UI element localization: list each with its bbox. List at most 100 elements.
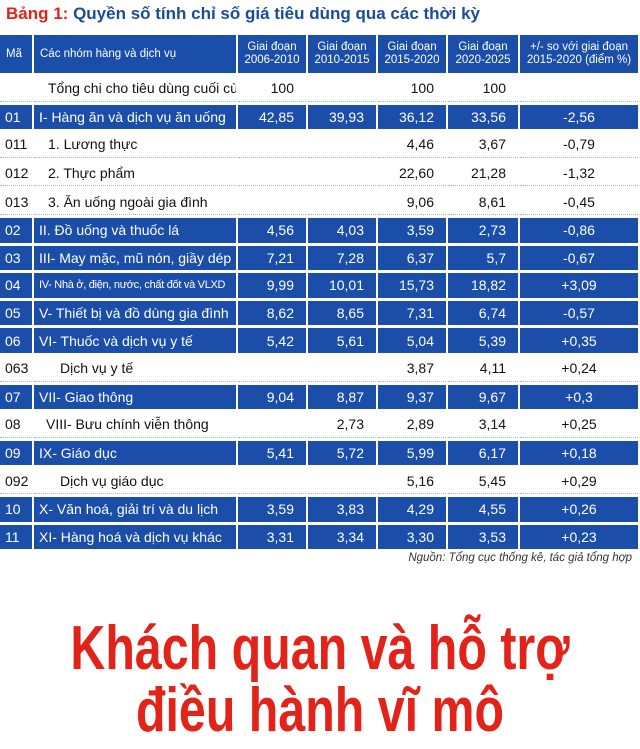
- table-row: 06 VI- Thuốc và dịch vụ y tế 5,42 5,61 5,04 5…: [0, 328, 640, 353]
- cell-value: +3,09: [520, 273, 640, 298]
- table-row: 10 X- Văn hoá, giải trí và du lịch 3,59 3,8…: [0, 496, 640, 522]
- cell-value: 3,31: [238, 524, 308, 550]
- cell-value: 3,67: [448, 132, 520, 158]
- table-row: Tổng chi cho tiêu dùng cuối cùng 100 100 10…: [0, 76, 640, 102]
- cell-value: [238, 132, 308, 158]
- cell-value: 3,87: [378, 355, 448, 382]
- column-header: Mã: [0, 35, 34, 73]
- data-table: Mã Các nhóm hàng và dịch vụ Giai đoạn 2006…: [0, 32, 640, 552]
- cell-value: [520, 76, 640, 102]
- cell-value: 33,56: [448, 104, 520, 130]
- cell-value: 10,01: [308, 273, 378, 298]
- cell-value: 2,73: [448, 217, 520, 243]
- row-name: Dịch vụ y tế: [34, 355, 238, 382]
- cell-value: -0,67: [520, 245, 640, 271]
- column-header: +/- so với giai đoạn 2015-2020 (điểm %): [520, 35, 640, 73]
- headline: Khách quan và hỗ trợ điều hành vĩ mô: [0, 618, 640, 742]
- column-header: Giai đoạn 2015-2020: [378, 35, 448, 73]
- title-text: Quyền số tính chỉ số giá tiêu dùng qua c…: [73, 4, 480, 23]
- row-code: 092: [0, 468, 34, 494]
- table-row: 11 XI- Hàng hoá và dịch vụ khác 3,31 3,34 3,…: [0, 524, 640, 550]
- cell-value: 3,59: [378, 217, 448, 243]
- cell-value: 5,99: [378, 440, 448, 466]
- cell-value: +0,23: [520, 524, 640, 550]
- table-row: 07 VII- Giao thông 9,04 8,87 9,37 9,67 +0,3: [0, 384, 640, 410]
- table-row: 011 1. Lương thực 4,46 3,67 -0,79: [0, 132, 640, 158]
- cell-value: 9,06: [378, 189, 448, 215]
- cell-value: +0,3: [520, 384, 640, 410]
- cell-value: 7,31: [378, 300, 448, 326]
- cell-value: -0,57: [520, 300, 640, 326]
- cell-value: [238, 412, 308, 438]
- row-name: VII- Giao thông: [34, 384, 238, 410]
- cell-value: 5,39: [448, 328, 520, 353]
- table-row: 03 III- May mặc, mũ nón, giầy dép 7,21 7,28…: [0, 245, 640, 271]
- table-row: 05 V- Thiết bị và đồ dùng gia đình 8,62 8,6…: [0, 300, 640, 326]
- cell-value: [308, 132, 378, 158]
- cell-value: 100: [238, 76, 308, 102]
- cell-value: +0,35: [520, 328, 640, 353]
- column-header: Giai đoạn 2020-2025: [448, 35, 520, 73]
- row-code: 11: [0, 524, 34, 550]
- cell-value: 2,89: [378, 412, 448, 438]
- column-header: Giai đoạn 2010-2015: [308, 35, 378, 73]
- column-header: Các nhóm hàng và dịch vụ: [34, 35, 238, 73]
- cell-value: 5,04: [378, 328, 448, 353]
- cell-value: 42,85: [238, 104, 308, 130]
- cell-value: 3,59: [238, 496, 308, 522]
- table-title: Bảng 1: Quyền số tính chỉ số giá tiêu dù…: [6, 4, 480, 24]
- row-name: XI- Hàng hoá và dịch vụ khác: [34, 524, 238, 550]
- cell-value: 8,61: [448, 189, 520, 215]
- table-body: Tổng chi cho tiêu dùng cuối cùng 100 100 10…: [0, 76, 640, 550]
- cell-value: 5,45: [448, 468, 520, 494]
- row-name: 1. Lương thực: [34, 132, 238, 158]
- cell-value: 3,83: [308, 496, 378, 522]
- row-code: 013: [0, 189, 34, 215]
- row-name: I- Hàng ăn và dịch vụ ăn uống: [34, 104, 238, 130]
- cell-value: 5,42: [238, 328, 308, 353]
- cell-value: [308, 160, 378, 187]
- cell-value: [308, 189, 378, 215]
- row-code: 012: [0, 160, 34, 187]
- row-code: 011: [0, 132, 34, 158]
- cell-value: [308, 355, 378, 382]
- row-name: IX- Giáo dục: [34, 440, 238, 466]
- cell-value: [238, 468, 308, 494]
- cell-value: [238, 160, 308, 187]
- row-code: 03: [0, 245, 34, 271]
- table-row: 01 I- Hàng ăn và dịch vụ ăn uống 42,85 39,9…: [0, 104, 640, 130]
- cell-value: 5,41: [238, 440, 308, 466]
- table-row: 012 2. Thực phẩm 22,60 21,28 -1,32: [0, 160, 640, 187]
- row-name: 2. Thực phẩm: [34, 160, 238, 187]
- table-row: 063 Dịch vụ y tế 3,87 4,11 +0,24: [0, 355, 640, 382]
- cell-value: [308, 468, 378, 494]
- cell-value: 4,29: [378, 496, 448, 522]
- cell-value: 9,37: [378, 384, 448, 410]
- source-note: Nguồn: Tổng cục thống kê, tác giả tổng h…: [408, 552, 632, 564]
- cell-value: +0,29: [520, 468, 640, 494]
- cell-value: 7,28: [308, 245, 378, 271]
- table-row: 09 IX- Giáo dục 5,41 5,72 5,99 6,17 +0,18: [0, 440, 640, 466]
- cell-value: 8,62: [238, 300, 308, 326]
- cell-value: 5,16: [378, 468, 448, 494]
- row-name: IV- Nhà ở, điện, nước, chất đốt và VLXD: [34, 273, 238, 298]
- row-code: 04: [0, 273, 34, 298]
- cell-value: 100: [448, 76, 520, 102]
- table-row: 013 3. Ăn uống ngoài gia đình 9,06 8,61 -0,4…: [0, 189, 640, 215]
- cell-value: 8,65: [308, 300, 378, 326]
- row-code: 06: [0, 328, 34, 353]
- cell-value: -0,79: [520, 132, 640, 158]
- row-code: 07: [0, 384, 34, 410]
- headline-line: điều hành vĩ mô: [135, 676, 505, 745]
- row-code: 02: [0, 217, 34, 243]
- row-name: VI- Thuốc và dịch vụ y tế: [34, 328, 238, 353]
- row-code: 08: [0, 412, 34, 438]
- table-label: Bảng 1:: [6, 4, 69, 23]
- cell-value: 4,56: [238, 217, 308, 243]
- cell-value: 36,12: [378, 104, 448, 130]
- cell-value: 15,73: [378, 273, 448, 298]
- row-code: 09: [0, 440, 34, 466]
- cell-value: 18,82: [448, 273, 520, 298]
- cell-value: 3,30: [378, 524, 448, 550]
